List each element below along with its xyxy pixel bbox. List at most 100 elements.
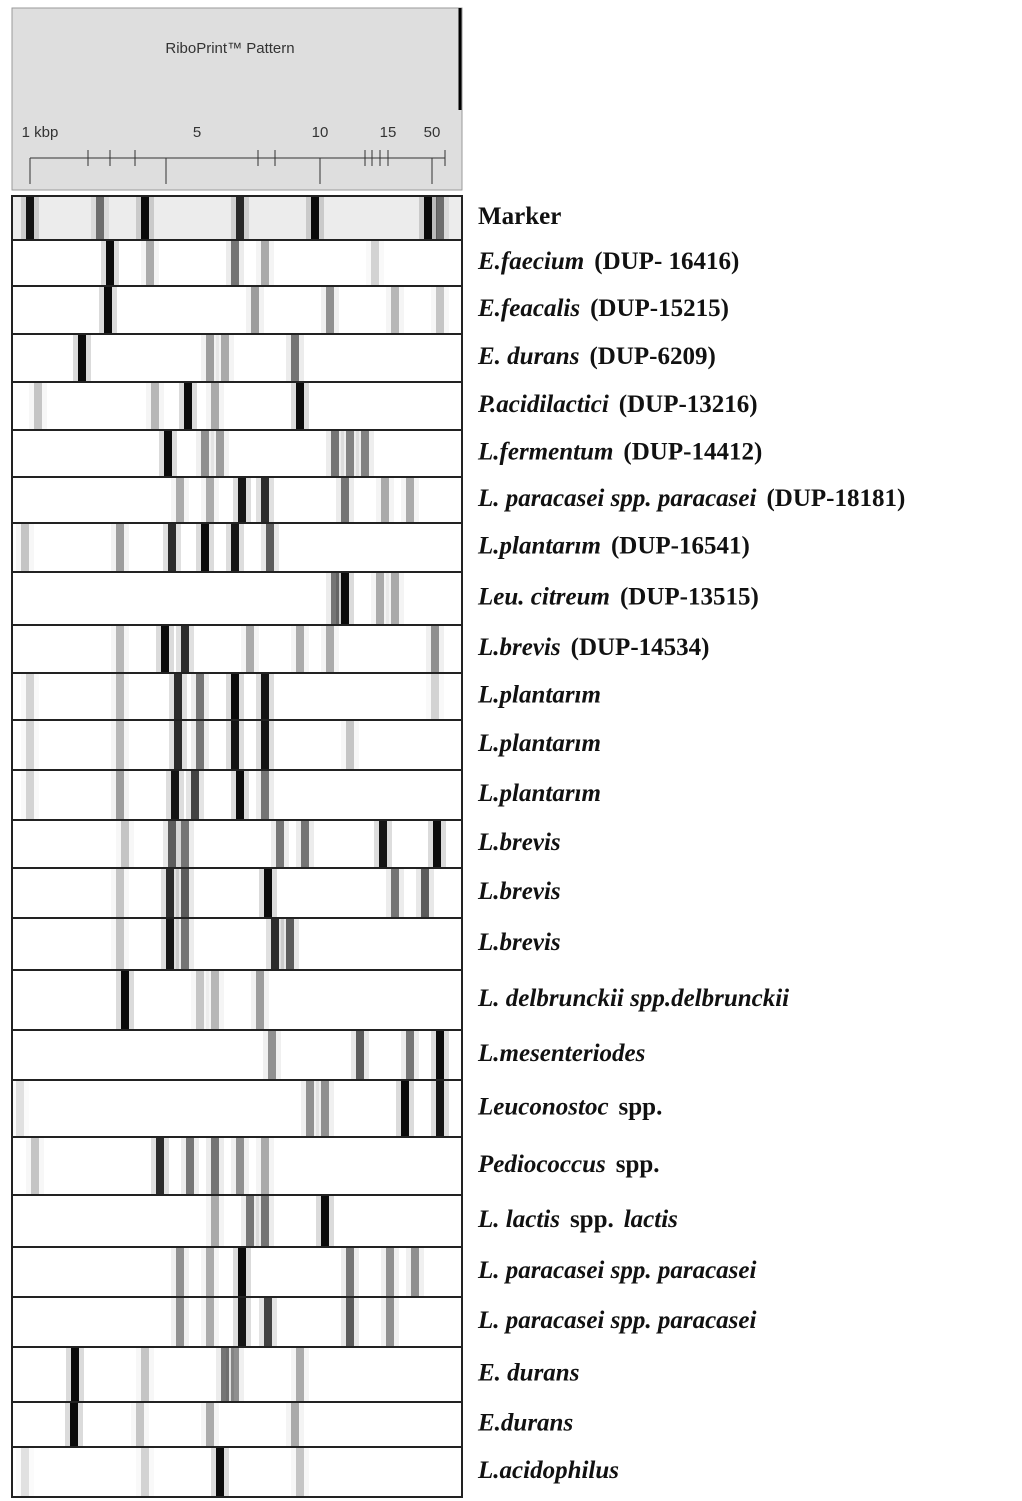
- band-halo: [169, 721, 187, 769]
- band-halo: [201, 1298, 219, 1346]
- band-halo: [131, 1403, 149, 1446]
- lane: [12, 1137, 462, 1195]
- band-halo: [73, 335, 91, 381]
- label-part: (DUP-13216): [619, 391, 758, 418]
- label-part: L.brevis: [477, 929, 561, 956]
- label-part: (DUP-15215): [590, 295, 729, 322]
- band-halo: [136, 197, 154, 239]
- band-halo: [263, 1031, 281, 1079]
- band-halo: [171, 1298, 189, 1346]
- lane-label: E.feacalis(DUP-15215): [477, 295, 729, 322]
- lane: [12, 523, 462, 572]
- band-halo: [374, 821, 392, 867]
- band-halo: [226, 674, 244, 719]
- band-halo: [316, 1196, 334, 1246]
- band-halo: [156, 626, 174, 672]
- band-halo: [99, 287, 117, 333]
- band-halo: [26, 1138, 44, 1194]
- band-halo: [256, 1138, 274, 1194]
- band-halo: [431, 1031, 449, 1079]
- lane-box: [12, 918, 462, 970]
- lane-label: P.acidilactici (DUP-13216): [477, 391, 758, 418]
- band-halo: [176, 919, 194, 969]
- band-halo: [101, 241, 119, 285]
- band-halo: [91, 197, 109, 239]
- label-part: L. lactis: [477, 1206, 560, 1233]
- band-halo: [111, 626, 129, 672]
- label-part: lactis: [624, 1206, 678, 1233]
- band-halo: [341, 1298, 359, 1346]
- band-halo: [111, 919, 129, 969]
- band-halo: [256, 1196, 274, 1246]
- lane-label: L.plantarım(DUP-16541): [477, 532, 750, 559]
- lane: [12, 572, 462, 625]
- lane-label: L.mesenteriodes: [477, 1040, 645, 1067]
- label-part: E. durans: [477, 1359, 579, 1386]
- lane-label: L.brevis: [477, 878, 561, 905]
- band-halo: [256, 771, 274, 819]
- label-part: P.acidilactici: [477, 391, 609, 418]
- label-part: spp.: [619, 1093, 663, 1120]
- band-halo: [261, 524, 279, 571]
- band-halo: [341, 721, 359, 769]
- band-halo: [206, 1196, 224, 1246]
- band-halo: [341, 1248, 359, 1296]
- lane-box: [12, 1447, 462, 1497]
- lane: [12, 1195, 462, 1247]
- band-halo: [356, 431, 374, 476]
- band-halo: [11, 1081, 29, 1136]
- band-halo: [231, 197, 249, 239]
- band-halo: [336, 573, 354, 624]
- band-halo: [281, 919, 299, 969]
- band-halo: [21, 771, 39, 819]
- band-halo: [233, 478, 251, 522]
- band-halo: [141, 241, 159, 285]
- band-halo: [181, 1138, 199, 1194]
- lane-label: L.brevis: [477, 829, 561, 856]
- band-halo: [428, 821, 446, 867]
- lane-label: E. durans: [477, 1359, 579, 1386]
- lane: [12, 477, 462, 523]
- lane-box: [12, 1195, 462, 1247]
- lane: [12, 1297, 462, 1347]
- band-halo: [226, 241, 244, 285]
- label-part: L.plantarım: [477, 681, 601, 708]
- band-halo: [376, 478, 394, 522]
- band-halo: [206, 383, 224, 429]
- lane-label: L.plantarım: [477, 730, 601, 757]
- band-halo: [401, 478, 419, 522]
- band-halo: [151, 1138, 169, 1194]
- lane-box: [12, 820, 462, 868]
- band-halo: [256, 721, 274, 769]
- label-part: L.fermentum: [477, 438, 613, 465]
- scale-label: 1 kbp: [22, 124, 59, 141]
- band-halo: [176, 869, 194, 917]
- lane: [12, 334, 462, 382]
- label-part: E.faecium: [477, 248, 584, 275]
- band-halo: [111, 721, 129, 769]
- band-halo: [201, 478, 219, 522]
- lane-label: Leu. citreum(DUP-13515): [477, 583, 759, 610]
- label-part: L. paracasei spp. paracasei: [477, 1307, 756, 1334]
- label-part: L.plantarım: [477, 780, 601, 807]
- band-halo: [241, 626, 259, 672]
- label-part: L. paracasei spp. paracasei: [477, 1257, 756, 1284]
- band-halo: [21, 721, 39, 769]
- band-halo: [366, 241, 384, 285]
- band-halo: [226, 524, 244, 571]
- lane-label: L. paracasei spp. paracasei: [477, 1307, 756, 1334]
- lane: [12, 970, 462, 1030]
- band-halo: [216, 335, 234, 381]
- lane: [12, 868, 462, 918]
- label-part: L.acidophilus: [477, 1457, 619, 1484]
- band-halo: [431, 1081, 449, 1136]
- header-title: RiboPrint™ Pattern: [165, 40, 294, 57]
- lane-box: [12, 1030, 462, 1080]
- label-part: (DUP-14534): [571, 634, 710, 661]
- band-halo: [406, 1248, 424, 1296]
- lane-label: L.acidophilus: [477, 1457, 619, 1484]
- band-halo: [296, 821, 314, 867]
- band-halo: [66, 1348, 84, 1401]
- lane: [12, 430, 462, 477]
- label-part: (DUP- 16416): [594, 248, 739, 275]
